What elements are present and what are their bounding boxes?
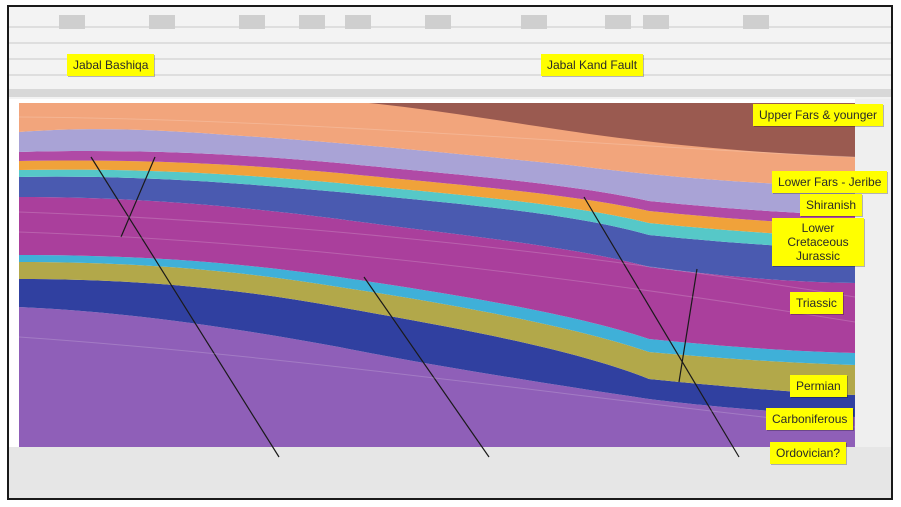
seismic-cross-section: [9, 7, 891, 498]
layer-orange: [19, 160, 855, 237]
layer-lower-fars-jeribe: [19, 151, 855, 225]
right-seismic-strip: [855, 99, 891, 447]
layer-ordovician: [19, 307, 855, 447]
layer-lower-cretaceous-jurassic: [19, 176, 855, 283]
layer-cyan-marker: [19, 255, 855, 365]
layer-upper-fars-dark: [369, 103, 855, 157]
seismic-section-frame: Jabal Bashiqa Jabal Kand Fault Upper Far…: [7, 5, 893, 500]
layer-permian: [19, 262, 855, 395]
layer-carboniferous: [19, 279, 855, 417]
label-shiranish: Shiranish: [800, 194, 863, 216]
fault-lines: [90, 156, 740, 458]
fault-line-4: [583, 196, 740, 458]
label-jabal-bashiqa: Jabal Bashiqa: [67, 54, 155, 76]
fault-line-3: [363, 276, 490, 458]
label-permian: Permian: [790, 375, 847, 397]
label-lower-cretaceous-jurassic: Lower Cretaceous Jurassic: [772, 218, 864, 266]
fault-line-2: [120, 156, 156, 238]
label-upper-fars: Upper Fars & younger: [753, 104, 884, 126]
label-ordovician: Ordovician?: [770, 442, 847, 464]
layer-shiranish-cyan: [19, 169, 855, 249]
fault-line-5: [678, 268, 698, 383]
seismic-texture: [18, 116, 856, 428]
seismic-header-boxes: [59, 15, 769, 29]
label-carboniferous: Carboniferous: [766, 408, 854, 430]
layer-lavender: [19, 129, 855, 215]
shotpoint-scale-bar: [9, 89, 891, 97]
lower-seismic-area: [9, 447, 891, 498]
label-jabal-kand-fault: Jabal Kand Fault: [541, 54, 644, 76]
layer-triassic: [19, 197, 855, 353]
fault-line-1: [90, 156, 280, 458]
label-triassic: Triassic: [790, 292, 843, 314]
label-lower-fars-jeribe: Lower Fars - Jeribe: [772, 171, 888, 193]
